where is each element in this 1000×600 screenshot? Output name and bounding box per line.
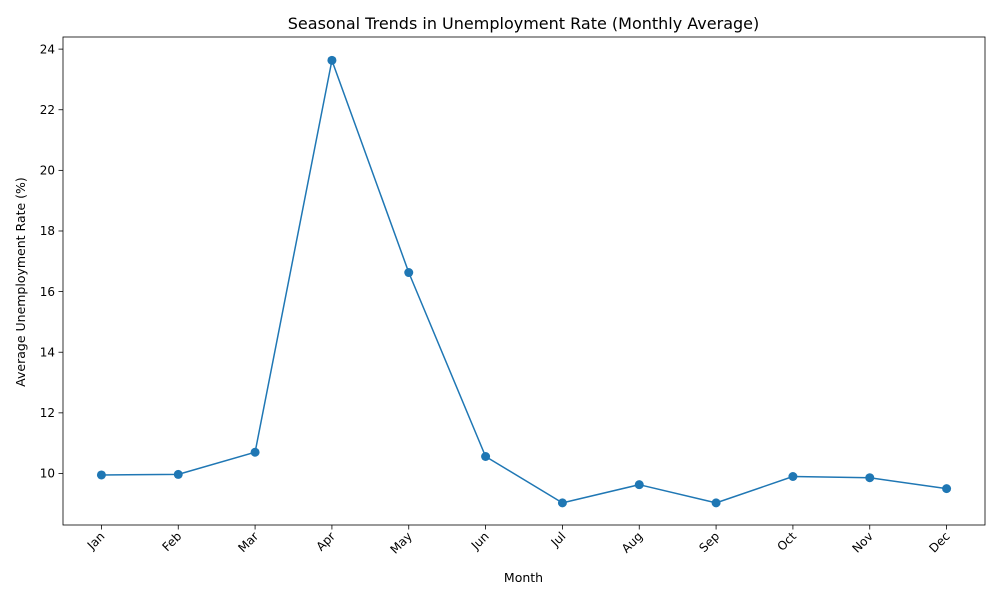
data-point xyxy=(788,472,798,482)
data-point xyxy=(865,473,875,483)
y-tick-label: 24 xyxy=(40,42,55,56)
data-point xyxy=(250,447,260,457)
data-point xyxy=(481,451,491,461)
y-tick-label: 14 xyxy=(40,345,55,359)
data-point xyxy=(711,498,721,508)
data-point xyxy=(173,469,183,479)
chart-title: Seasonal Trends in Unemployment Rate (Mo… xyxy=(288,14,759,33)
axes-frame xyxy=(62,36,986,526)
data-point xyxy=(96,470,106,480)
data-point xyxy=(404,268,414,278)
y-tick-label: 20 xyxy=(40,164,55,178)
y-tick-label: 16 xyxy=(40,285,55,299)
series-line xyxy=(100,59,948,504)
x-axis-label: Month xyxy=(504,570,543,585)
data-point xyxy=(327,55,337,65)
data-point xyxy=(634,480,644,490)
y-tick-label: 18 xyxy=(40,224,55,238)
y-axis-label: Average Unemployment Rate (%) xyxy=(13,177,28,387)
y-tick-label: 12 xyxy=(40,406,55,420)
data-point xyxy=(557,498,567,508)
data-point xyxy=(942,484,952,494)
y-tick-label: 22 xyxy=(40,103,55,117)
y-tick-label: 10 xyxy=(40,467,55,481)
